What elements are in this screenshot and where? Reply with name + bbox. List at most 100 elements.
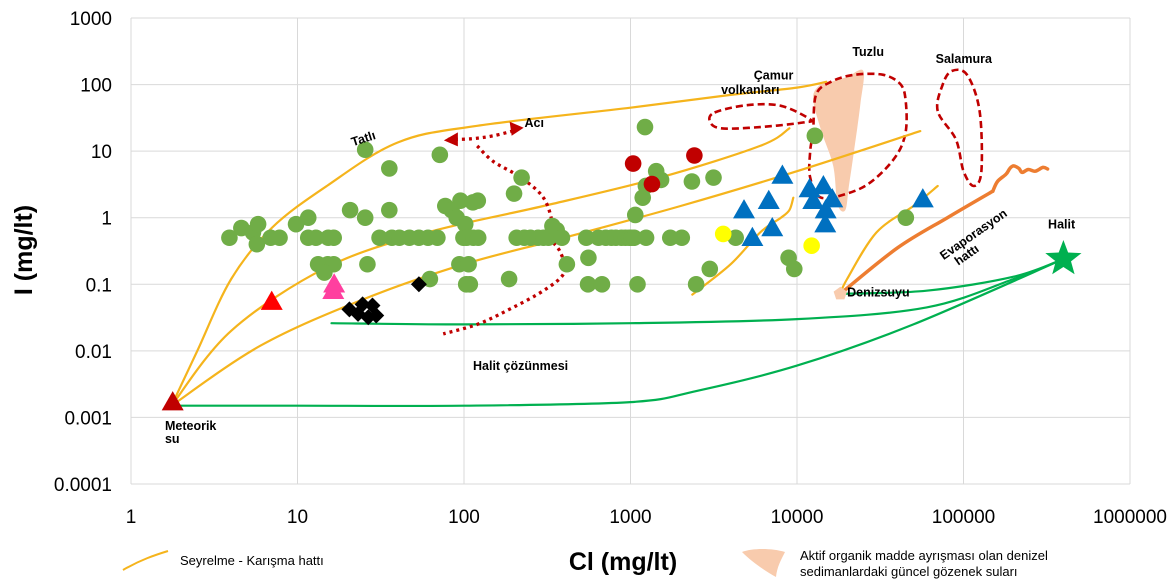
- point-circle: [249, 215, 267, 233]
- point-triangle: [260, 290, 283, 310]
- point-circle: [803, 237, 820, 254]
- x-tick-label: 1000: [609, 507, 651, 528]
- point-circle: [381, 201, 398, 219]
- annotation-label: Çamur: [754, 68, 794, 82]
- point-circle: [287, 215, 305, 233]
- point-triangle: [761, 217, 784, 237]
- line-10: [447, 128, 519, 142]
- annotation-label: volkanları: [721, 83, 779, 97]
- point-circle: [513, 169, 530, 186]
- point-circle: [356, 209, 374, 227]
- legend-seawater-label-2: sedimanlardaki güncel gözenek suları: [800, 564, 1018, 579]
- point-circle: [579, 275, 597, 293]
- line-6: [330, 257, 1065, 326]
- y-tick-label: 1000: [70, 9, 112, 30]
- point-circle: [806, 127, 824, 145]
- point-triangle: [911, 188, 934, 208]
- point-diamond: [410, 276, 427, 293]
- point-circle: [461, 275, 479, 293]
- point-circle: [558, 255, 576, 273]
- point-circle: [381, 160, 398, 177]
- point-circle: [356, 141, 374, 159]
- point-triangle: [733, 199, 756, 219]
- y-tick-label: 1: [101, 209, 112, 230]
- point-circle: [456, 215, 474, 233]
- point-circle: [341, 201, 359, 219]
- annotation-label: Tuzlu: [852, 45, 884, 59]
- annotation-label: Denizsuyu: [847, 285, 910, 299]
- line-5: [170, 257, 1065, 408]
- point-circle: [271, 229, 288, 247]
- region-0: [813, 69, 864, 212]
- annotation-label: Meteorik: [165, 419, 216, 433]
- annotation-label: Halit çözünmesi: [473, 359, 568, 373]
- point-circle: [593, 275, 611, 293]
- line-2: [170, 130, 922, 407]
- annotation-label: su: [165, 432, 180, 446]
- data-markers: [161, 118, 1082, 411]
- annotation-label: Halit: [1048, 217, 1076, 231]
- point-triangle: [814, 213, 837, 233]
- point-circle: [553, 229, 571, 247]
- line-1: [170, 127, 791, 407]
- point-circle: [637, 229, 655, 247]
- point-circle: [705, 169, 722, 186]
- point-triangle: [741, 226, 764, 247]
- line-7: [839, 257, 1065, 295]
- point-circle: [577, 229, 595, 247]
- point-circle: [469, 229, 487, 247]
- point-circle: [661, 229, 679, 247]
- point-circle: [629, 275, 646, 293]
- regions: [708, 68, 984, 212]
- line-8: [838, 189, 995, 296]
- point-circle: [727, 229, 744, 247]
- point-circle: [687, 275, 705, 293]
- y-tick-label: 0.01: [75, 342, 112, 363]
- annotation-label: Tatlı: [349, 128, 377, 149]
- point-circle: [701, 260, 719, 278]
- legend-mixing-line-label: Seyrelme - Karışma hattı: [180, 553, 324, 568]
- x-tick-label: 10000: [771, 507, 824, 528]
- point-circle: [316, 264, 333, 281]
- point-circle: [673, 229, 691, 247]
- y-tick-label: 0.001: [64, 408, 112, 429]
- point-triangle: [161, 391, 184, 411]
- axis-ticks: 0.0001 0.001 0.01 0.1 1 10 100 1000 1 10 100 1000 10…: [54, 9, 1167, 528]
- point-circle: [500, 270, 518, 288]
- point-star: [1045, 240, 1082, 275]
- y-tick-label: 100: [80, 76, 112, 97]
- region-2: [807, 72, 908, 200]
- y-tick-label: 0.0001: [54, 475, 112, 496]
- point-circle: [625, 229, 643, 247]
- point-circle: [785, 260, 803, 278]
- y-axis-title: I (mg/lt): [10, 205, 38, 295]
- arrow-head-left: [443, 132, 458, 147]
- point-circle: [371, 229, 388, 247]
- point-triangle: [771, 164, 794, 184]
- point-triangle: [812, 174, 835, 195]
- point-circle: [307, 229, 325, 247]
- point-circle: [299, 209, 317, 227]
- point-circle: [460, 255, 477, 273]
- point-triangle: [821, 188, 844, 208]
- point-circle: [683, 173, 701, 190]
- point-triangle: [323, 273, 346, 293]
- region-1: [708, 102, 814, 130]
- point-circle: [686, 147, 703, 164]
- annotation-label: Salamura: [936, 52, 993, 66]
- point-circle: [626, 206, 644, 224]
- point-circle: [580, 249, 597, 267]
- legend-seawater-label: Aktif organik madde ayrışması olan deniz…: [800, 548, 1048, 563]
- point-triangle: [814, 199, 837, 219]
- point-diamond: [354, 296, 371, 313]
- point-circle: [325, 229, 343, 247]
- point-circle: [359, 255, 376, 273]
- point-pentagon: [833, 286, 847, 300]
- x-tick-label: 1: [126, 507, 137, 528]
- point-circle: [624, 155, 642, 172]
- point-circle: [636, 118, 654, 136]
- annotation-label: Acı: [525, 116, 544, 130]
- x-tick-label: 100000: [932, 507, 995, 528]
- point-circle: [643, 175, 661, 193]
